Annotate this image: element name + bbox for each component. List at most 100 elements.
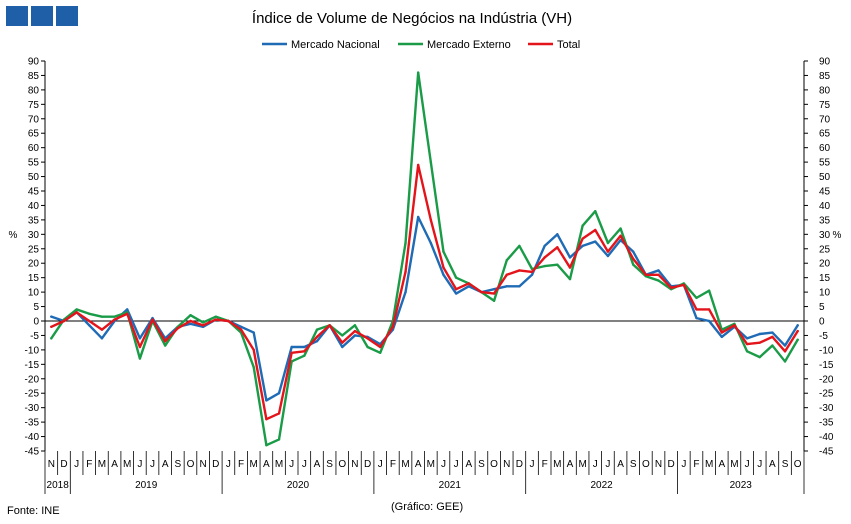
x-month-label: F [390,459,396,470]
y-tick-label-right: 60 [819,143,831,154]
data-point [707,319,711,323]
data-point [657,279,660,282]
data-point [126,308,129,311]
data-point [783,360,787,363]
data-point [480,290,483,294]
x-month-label: J [441,459,446,470]
y-tick-label-left: -40 [25,432,40,443]
data-point [796,324,799,327]
data-point [252,366,255,369]
data-point [290,351,293,354]
data-point [227,319,230,323]
data-point [252,331,255,334]
data-point [594,228,597,232]
x-month-label: F [86,459,92,470]
data-point [771,344,774,347]
x-month-label: O [187,459,195,470]
y-axis-label-left: % [9,230,18,241]
x-month-label: A [314,459,321,470]
data-point [442,266,445,269]
data-point [189,314,192,317]
y-tick-label-right: 80 [819,85,831,96]
data-point [467,285,470,288]
data-point [518,269,521,272]
data-point [606,250,610,253]
y-tick-label-right: 20 [819,259,831,270]
y-tick-label-right: 55 [819,158,831,169]
x-month-label: D [60,459,67,470]
x-month-label: J [681,459,686,470]
data-point [303,354,306,357]
series-line-total [50,163,799,421]
x-month-label: J [302,459,307,470]
data-point [353,324,357,327]
data-point [492,292,496,295]
data-point [594,240,597,243]
data-point [265,444,268,447]
y-tick-label-left: -15 [25,360,40,371]
x-month-label: N [200,459,207,470]
y-tick-label-right: 10 [819,288,831,299]
logo-block-icon [56,6,78,26]
x-month-label: F [542,459,548,470]
data-point [113,318,116,321]
data-point [758,332,761,336]
x-month-label: S [782,459,789,470]
data-point [239,325,243,328]
x-month-label: N [655,459,662,470]
y-tick-label-right: -20 [819,374,834,385]
chart-title: Índice de Volume de Negócios na Indústri… [252,10,572,27]
data-point [277,392,281,395]
data-point [416,215,420,219]
data-point [62,319,66,323]
data-point [100,337,104,340]
data-point [341,334,344,337]
data-point [113,315,116,318]
data-point [353,334,357,337]
chart-legend: Mercado Nacional Mercado Externo Total [262,39,580,51]
x-year-label: 2019 [135,480,158,491]
x-month-label: A [263,459,270,470]
data-point [315,340,319,343]
data-point [303,345,306,349]
data-point [556,246,559,249]
data-point [505,285,508,288]
data-point [265,399,268,402]
data-point [594,210,597,213]
x-month-label: A [769,459,776,470]
data-point [341,345,344,349]
data-point [707,308,711,311]
y-tick-label-left: 55 [28,158,40,169]
data-point [492,288,496,291]
data-point [505,259,508,262]
data-point [454,292,458,295]
data-point [568,256,572,259]
y-axis-label-right: % [833,230,842,241]
data-point [50,315,53,318]
y-tick-label-right: 70 [819,114,831,125]
data-point [783,350,787,353]
x-month-label: A [567,459,574,470]
x-month-label: S [630,459,637,470]
x-month-label: J [605,459,610,470]
y-tick-label-left: -35 [25,418,40,429]
data-point [353,329,357,333]
chart-axes: -45 -45 -40 -40 -35 -35 -30 -30 -25 -25 -20 -20 -15 -… [25,57,834,494]
y-tick-label-right: 5 [819,302,825,313]
data-point [151,318,154,321]
y-tick-label-right: 35 [819,215,831,226]
x-month-label: J [757,459,762,470]
x-month-label: M [730,459,738,470]
data-point [720,335,723,339]
logo-block-icon [31,6,53,26]
data-point [366,337,369,340]
y-tick-label-left: 15 [28,273,40,284]
y-tick-label-right: 40 [819,201,831,212]
data-point [277,438,281,441]
data-point [404,290,407,294]
data-point [201,324,205,327]
x-month-label: A [465,459,472,470]
x-month-label: D [364,459,371,470]
x-month-label: O [642,459,650,470]
